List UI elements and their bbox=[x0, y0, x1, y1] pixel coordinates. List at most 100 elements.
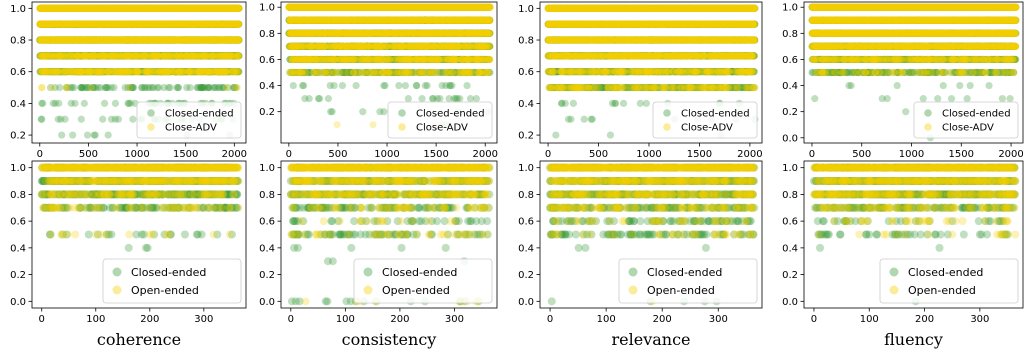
subplot-0: 0.20.40.60.81.00 500 1000 1500 2000Closed-en… bbox=[10, 1, 247, 160]
data-point bbox=[114, 68, 122, 76]
data-point bbox=[45, 68, 54, 76]
data-point bbox=[175, 68, 183, 76]
data-point bbox=[99, 68, 107, 76]
data-point bbox=[150, 68, 159, 76]
data-point bbox=[141, 83, 149, 92]
data-point bbox=[167, 68, 175, 76]
data-point bbox=[37, 115, 45, 123]
data-point bbox=[156, 68, 164, 76]
data-point bbox=[131, 68, 139, 76]
data-point bbox=[216, 68, 224, 76]
data-point bbox=[47, 68, 55, 76]
data-point bbox=[72, 68, 81, 76]
data-point bbox=[177, 68, 186, 76]
data-point bbox=[139, 68, 147, 76]
data-point bbox=[169, 68, 178, 76]
data-point bbox=[92, 68, 101, 76]
data-point bbox=[130, 68, 138, 76]
data-point bbox=[119, 68, 127, 76]
data-point bbox=[90, 68, 98, 76]
data-point bbox=[61, 115, 69, 123]
data-point bbox=[89, 83, 97, 92]
data-point bbox=[99, 115, 107, 123]
data-point bbox=[114, 68, 123, 76]
data-point bbox=[164, 83, 173, 92]
data-point bbox=[111, 99, 120, 107]
data-point bbox=[148, 83, 156, 92]
data-point bbox=[139, 68, 148, 76]
data-point bbox=[138, 68, 147, 76]
data-point bbox=[114, 68, 122, 76]
data-point bbox=[215, 68, 224, 76]
data-point bbox=[134, 68, 142, 76]
data-point bbox=[80, 99, 88, 107]
data-point bbox=[75, 68, 84, 76]
data-point bbox=[143, 68, 151, 76]
data-point bbox=[77, 68, 85, 76]
data-point bbox=[155, 68, 163, 76]
data-point bbox=[38, 99, 46, 107]
points bbox=[36, 4, 243, 139]
data-point bbox=[170, 68, 179, 76]
data-point bbox=[163, 68, 171, 76]
data-point bbox=[207, 68, 215, 76]
data-point bbox=[82, 83, 90, 92]
data-point bbox=[129, 83, 137, 92]
data-point bbox=[226, 68, 234, 76]
data-point bbox=[78, 83, 86, 92]
data-point bbox=[123, 68, 132, 76]
data-point bbox=[153, 68, 161, 76]
data-point bbox=[159, 68, 167, 76]
data-point bbox=[63, 83, 71, 92]
data-point bbox=[214, 68, 222, 76]
data-point bbox=[59, 68, 67, 76]
data-point bbox=[56, 68, 64, 76]
data-point bbox=[71, 68, 79, 76]
data-point bbox=[89, 68, 97, 76]
data-point bbox=[37, 68, 45, 76]
data-point bbox=[172, 68, 180, 76]
data-point bbox=[74, 68, 82, 76]
data-point bbox=[57, 68, 65, 76]
data-point bbox=[101, 83, 110, 92]
data-point bbox=[149, 83, 157, 92]
data-point bbox=[137, 68, 146, 76]
data-point bbox=[101, 68, 109, 76]
data-point bbox=[97, 68, 105, 76]
data-point bbox=[41, 68, 49, 76]
data-point bbox=[165, 68, 173, 76]
data-point bbox=[52, 68, 60, 76]
data-point bbox=[86, 68, 94, 76]
data-point bbox=[83, 83, 92, 92]
data-point bbox=[146, 83, 154, 92]
data-point bbox=[184, 68, 192, 76]
data-point bbox=[76, 68, 84, 76]
data-point bbox=[160, 68, 168, 76]
data-point bbox=[49, 68, 57, 76]
data-point bbox=[73, 68, 81, 76]
data-point bbox=[198, 68, 207, 76]
data-point bbox=[206, 68, 214, 76]
data-point bbox=[69, 68, 77, 76]
data-point bbox=[102, 68, 110, 76]
data-point bbox=[156, 68, 165, 76]
data-point bbox=[212, 68, 220, 76]
data-point bbox=[127, 68, 135, 76]
data-point bbox=[161, 68, 169, 76]
data-point bbox=[172, 68, 180, 76]
data-point bbox=[97, 68, 106, 76]
data-point bbox=[154, 68, 162, 76]
data-point bbox=[219, 68, 227, 76]
data-point bbox=[75, 68, 83, 76]
data-point bbox=[145, 68, 154, 76]
data-point bbox=[233, 83, 241, 92]
data-point bbox=[156, 68, 164, 76]
data-point bbox=[53, 68, 62, 76]
data-point bbox=[234, 68, 242, 76]
data-point bbox=[92, 68, 100, 76]
data-point bbox=[94, 68, 103, 76]
data-point bbox=[146, 68, 154, 76]
data-point bbox=[203, 68, 211, 76]
data-point bbox=[55, 99, 63, 107]
data-point bbox=[132, 68, 140, 76]
